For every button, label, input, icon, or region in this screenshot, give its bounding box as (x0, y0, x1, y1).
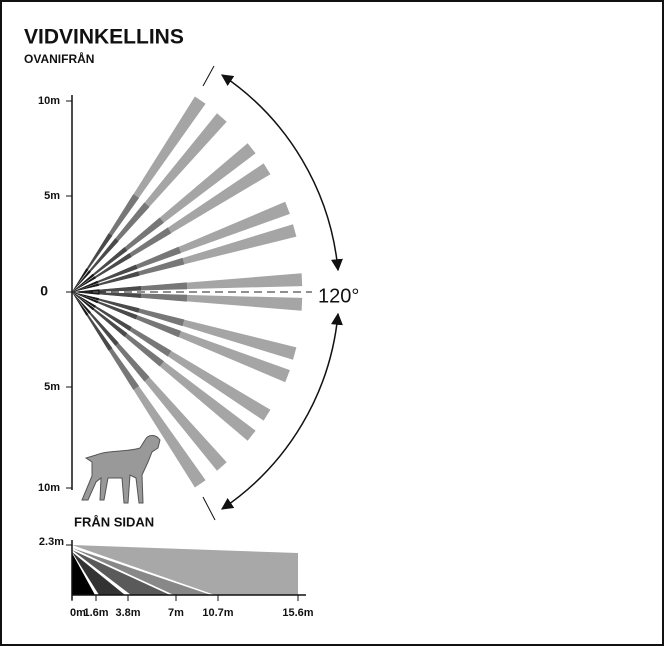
beam (72, 292, 100, 295)
angle-label: 120° (318, 285, 359, 307)
limit-line (202, 65, 215, 87)
beam (72, 270, 91, 292)
height-label: 2.3m (39, 536, 64, 548)
beam (72, 283, 99, 292)
x-label: 7m (168, 607, 184, 619)
x-label: 3.8m (115, 607, 140, 619)
arc-arrow (221, 312, 343, 510)
dog (81, 435, 161, 504)
x-label: 15.6m (282, 607, 313, 619)
beam (72, 292, 95, 311)
x-label: 1.6m (83, 607, 108, 619)
beam (72, 289, 100, 292)
side-beams (72, 545, 298, 595)
beam (72, 292, 99, 301)
title: VIDVINKELLINS (24, 26, 184, 49)
x-label: 0m (70, 607, 86, 619)
beam (72, 276, 96, 292)
beam (72, 292, 91, 314)
beam (72, 280, 99, 292)
subtitle: OVANIFRÅN (24, 51, 94, 66)
beam (72, 292, 99, 304)
limit-line (202, 496, 216, 521)
beam (72, 292, 89, 316)
x-label: 10.7m (202, 607, 233, 619)
y-label: 10m (38, 482, 60, 494)
x-ticks: 0m1.6m 3.8m 7m 10.7m 15.6m (70, 595, 314, 619)
side-title: FRÅN SIDAN (74, 514, 154, 529)
beam (72, 273, 95, 292)
beam (72, 268, 89, 292)
arc-arrow (221, 74, 343, 272)
y-label: 10m (38, 95, 60, 107)
y-ticks: 10m 5m 0 5m 10m (38, 95, 72, 494)
y-label: 5m (44, 381, 60, 393)
y-label: 0 (40, 283, 48, 299)
beam (72, 292, 96, 308)
y-label: 5m (44, 190, 60, 202)
